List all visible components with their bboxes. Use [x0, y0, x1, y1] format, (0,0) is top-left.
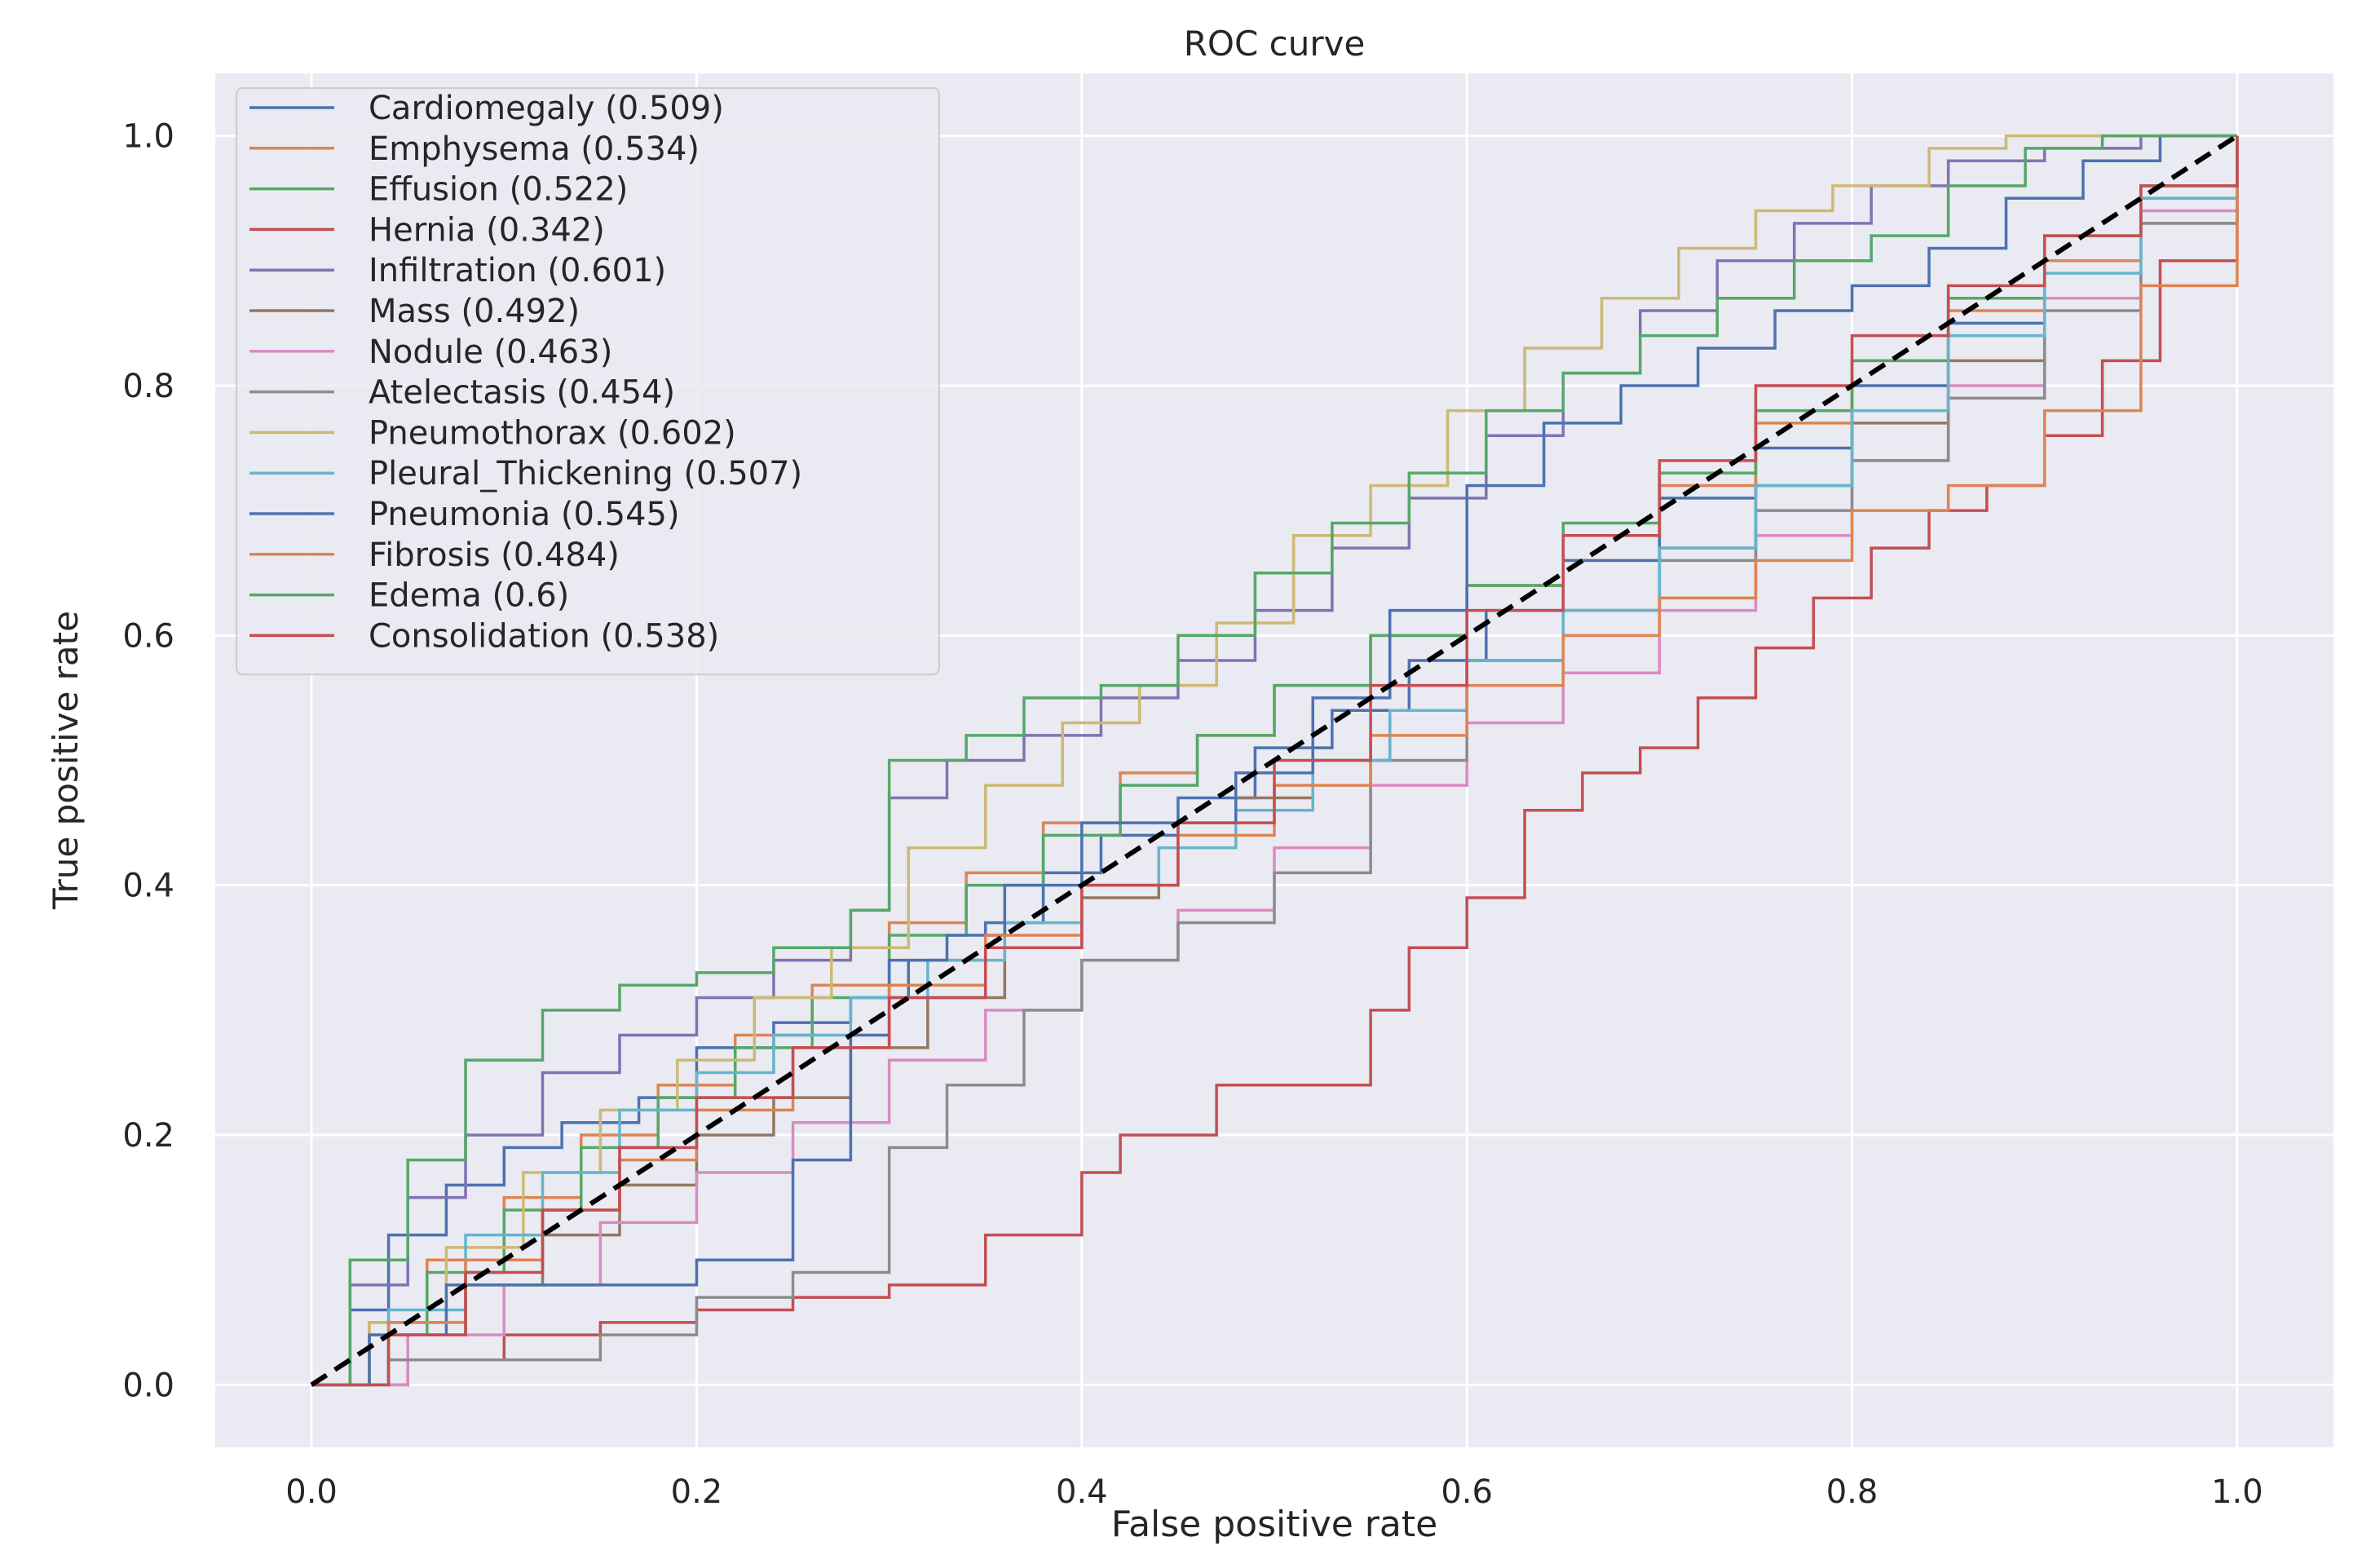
legend: Cardiomegaly (0.509)Emphysema (0.534)Eff…: [236, 87, 940, 676]
legend-label: Nodule (0.463): [369, 333, 612, 371]
legend-label: Mass (0.492): [369, 293, 580, 330]
roc-curve-edema: [311, 134, 2237, 1387]
legend-box: [236, 87, 940, 676]
roc-curve-hernia: [311, 135, 2239, 1387]
y-tick-label: 0.8: [122, 368, 174, 405]
x-ticks: 0.0 0.2 0.4 0.6 0.8 1.0: [285, 1473, 2262, 1511]
legend-label: Fibrosis (0.484): [369, 537, 620, 574]
legend-label: Infiltration (0.601): [369, 252, 666, 289]
x-axis-label: False positive rate: [1111, 1504, 1437, 1545]
x-tick-label: 0.0: [285, 1473, 338, 1511]
chance-diagonal-line: [310, 134, 2239, 1387]
x-tick-label: 0.6: [1441, 1473, 1493, 1511]
legend-label: Emphysema (0.534): [369, 130, 700, 168]
diagonal-layer: [310, 134, 2239, 1387]
chart-title: ROC curve: [1184, 24, 1366, 64]
roc-curve-atelectasis: [311, 135, 2239, 1387]
legend-label: Pneumonia (0.545): [369, 496, 680, 533]
legend-label: Cardiomegaly (0.509): [369, 90, 724, 127]
roc-curve-consolidation: [311, 135, 2239, 1387]
roc-curve-pneumothorax: [311, 134, 2237, 1387]
roc-curves: [311, 134, 2239, 1387]
y-tick-label: 0.6: [122, 617, 174, 655]
x-tick-label: 0.8: [1826, 1473, 1878, 1511]
roc-curve-pleural-thickening: [311, 135, 2239, 1387]
y-axis-label: True positive rate: [46, 611, 86, 910]
x-tick-label: 0.2: [671, 1473, 723, 1511]
legend-label: Pneumothorax (0.602): [369, 414, 736, 452]
y-tick-label: 0.2: [122, 1117, 174, 1155]
x-tick-label: 0.4: [1056, 1473, 1108, 1511]
y-tick-label: 1.0: [122, 118, 174, 156]
legend-label: Atelectasis (0.454): [369, 374, 675, 412]
legend-label: Hernia (0.342): [369, 211, 605, 249]
legend-label: Consolidation (0.538): [369, 617, 719, 655]
roc-curve-pneumonia: [311, 134, 2237, 1387]
roc-curve-effusion: [311, 135, 2239, 1387]
y-ticks: 0.0 0.2 0.4 0.6 0.8 1.0: [122, 118, 174, 1405]
legend-label: Edema (0.6): [369, 577, 569, 615]
y-tick-label: 0.4: [122, 868, 174, 905]
x-tick-label: 1.0: [2211, 1473, 2263, 1511]
legend-label: Pleural_Thickening (0.507): [369, 455, 802, 492]
legend-label: Effusion (0.522): [369, 171, 628, 209]
y-tick-label: 0.0: [122, 1367, 174, 1404]
